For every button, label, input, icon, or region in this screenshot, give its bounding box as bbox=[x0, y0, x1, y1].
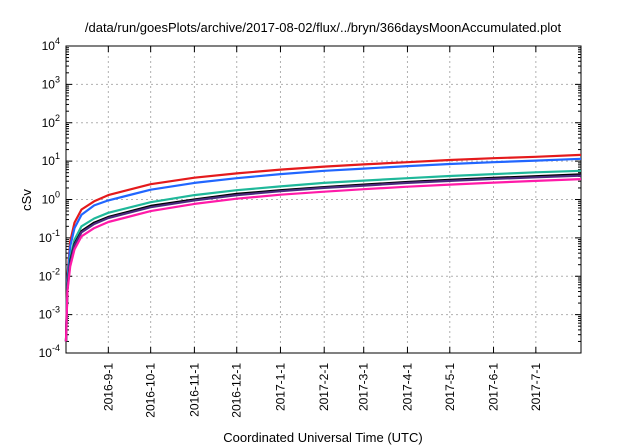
y-tick-base: 10 bbox=[42, 154, 56, 168]
y-tick-exponent: 2 bbox=[55, 113, 60, 123]
y-tick-label: 104 bbox=[42, 36, 60, 53]
y-tick-label: 10-1 bbox=[39, 228, 60, 245]
series-line bbox=[64, 157, 582, 342]
y-tick-label: 101 bbox=[42, 151, 60, 168]
y-tick-base: 10 bbox=[39, 308, 53, 322]
x-tick-label: 2016-11-1 bbox=[187, 363, 201, 417]
x-tick-label: 2016-9-1 bbox=[101, 363, 115, 411]
x-tick-label: 2017-6-1 bbox=[487, 363, 501, 411]
y-tick-exponent: 4 bbox=[55, 36, 60, 46]
y-tick-exponent: -4 bbox=[52, 343, 60, 353]
x-tick-label: 2017-5-1 bbox=[443, 363, 457, 411]
y-tick-label: 10-3 bbox=[39, 305, 60, 322]
series-group bbox=[64, 153, 582, 342]
y-tick-exponent: -1 bbox=[52, 228, 60, 238]
chart-title: /data/run/goesPlots/archive/2017-08-02/f… bbox=[85, 20, 562, 35]
x-tick-label: 2017-7-1 bbox=[529, 363, 543, 411]
x-tick-label: 2017-3-1 bbox=[357, 363, 371, 411]
y-tick-base: 10 bbox=[42, 116, 56, 130]
series-line bbox=[64, 178, 582, 342]
y-tick-base: 10 bbox=[39, 346, 53, 360]
y-tick-base: 10 bbox=[42, 193, 56, 207]
x-tick-label: 2016-12-1 bbox=[230, 363, 244, 418]
series-line bbox=[64, 173, 582, 342]
grid bbox=[66, 46, 581, 353]
y-tick-label: 10-2 bbox=[39, 266, 60, 283]
y-axis-label: cSv bbox=[19, 189, 34, 211]
series-line bbox=[64, 174, 582, 342]
y-tick-exponent: 0 bbox=[55, 190, 60, 200]
y-tick-base: 10 bbox=[42, 77, 56, 91]
y-tick-exponent: -2 bbox=[52, 266, 60, 276]
y-tick-label: 103 bbox=[42, 74, 60, 91]
series-line bbox=[64, 169, 582, 342]
y-tick-base: 10 bbox=[39, 231, 53, 245]
y-tick-exponent: -3 bbox=[52, 305, 60, 315]
y-tick-label: 10-4 bbox=[39, 343, 60, 360]
x-axis: 2016-9-1 2016-10-1 2016-11-1 2016-12-1 2017-… bbox=[101, 46, 543, 418]
x-tick-label: 2016-10-1 bbox=[144, 363, 158, 418]
x-tick-label: 2017-1-1 bbox=[273, 363, 287, 411]
plot-frame bbox=[65, 45, 582, 354]
y-tick-base: 10 bbox=[39, 269, 53, 283]
series-line bbox=[64, 153, 582, 342]
y-tick-label: 100 bbox=[42, 190, 60, 207]
y-tick-exponent: 1 bbox=[55, 151, 60, 161]
y-tick-label: 102 bbox=[42, 113, 60, 130]
y-tick-base: 10 bbox=[42, 39, 56, 53]
y-tick-exponent: 3 bbox=[55, 74, 60, 84]
x-axis-label: Coordinated Universal Time (UTC) bbox=[223, 430, 422, 445]
x-tick-label: 2017-2-1 bbox=[317, 363, 331, 411]
x-tick-label: 2017-4-1 bbox=[400, 363, 414, 411]
